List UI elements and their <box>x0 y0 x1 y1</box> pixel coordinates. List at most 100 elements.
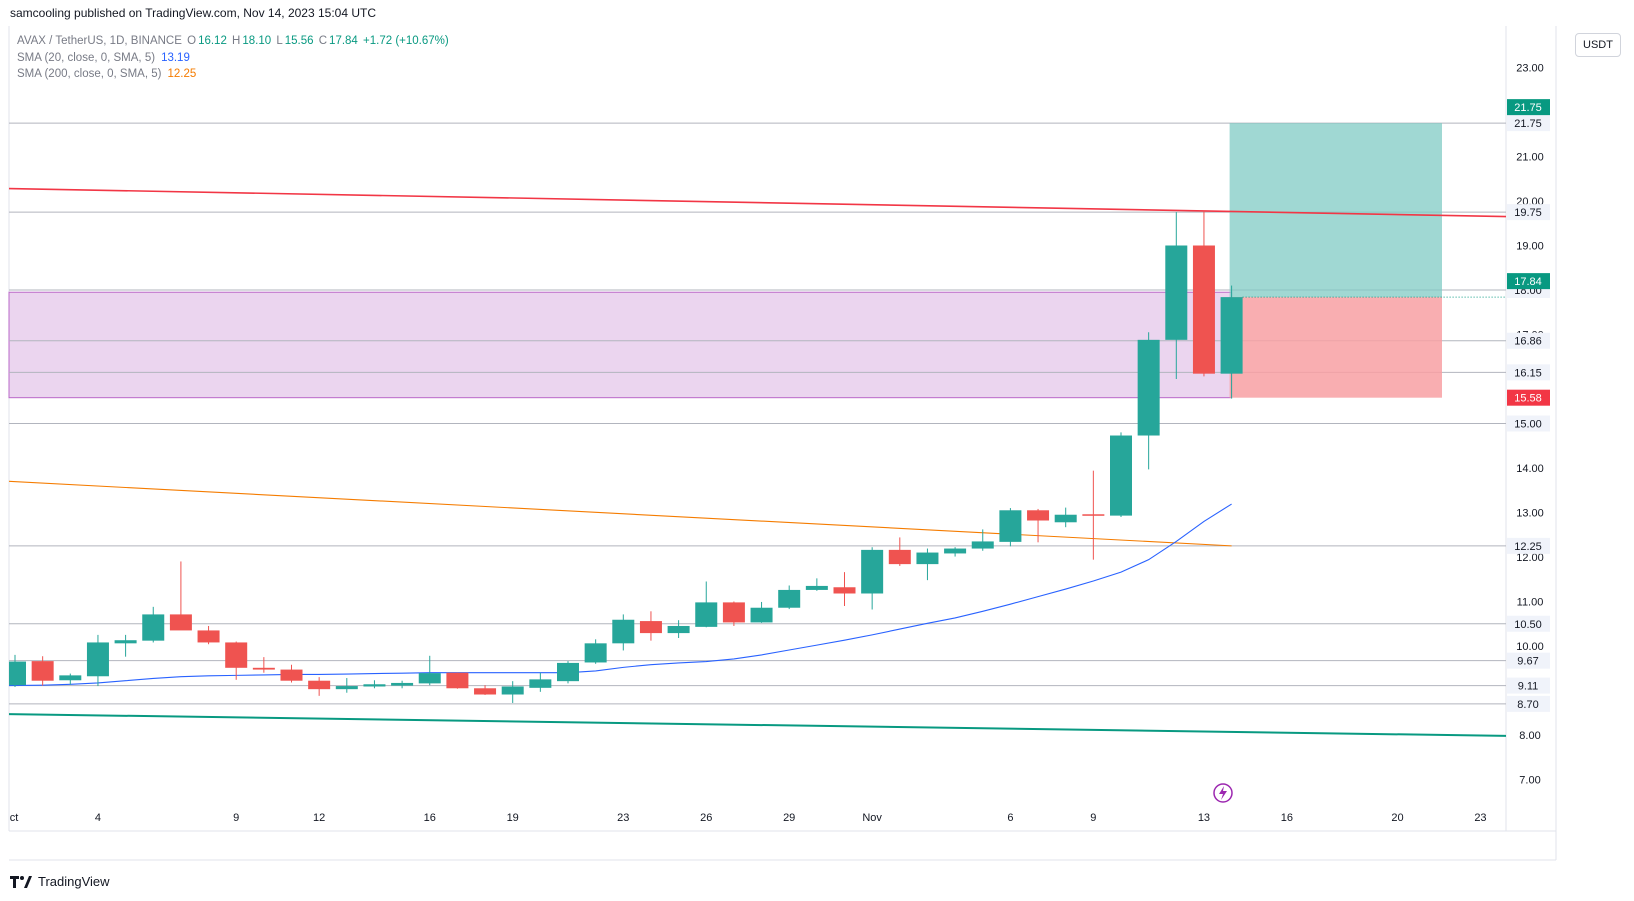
candle-body <box>750 607 773 623</box>
candle <box>1054 507 1077 528</box>
price-badge-stop: 15.58 <box>1507 389 1550 406</box>
legend-close: 17.84 <box>329 35 358 47</box>
x-tick-label: 6 <box>1007 812 1013 824</box>
candle <box>1220 285 1243 399</box>
candle <box>501 681 524 703</box>
candle <box>1110 432 1132 517</box>
level-label-text: 15.00 <box>1514 419 1542 431</box>
candle-body <box>142 614 165 641</box>
candle-body <box>667 625 690 634</box>
candle <box>446 672 469 689</box>
candle-body <box>501 686 524 695</box>
candle <box>971 529 994 551</box>
legend-change: +1.72 (+10.67%) <box>363 35 449 47</box>
x-tick-label: 20 <box>1391 812 1403 824</box>
candle-body <box>197 630 220 643</box>
y-tick-label: 10.00 <box>1516 641 1544 653</box>
level-label-bg <box>1507 677 1550 694</box>
candle-body <box>86 642 109 677</box>
level-label-text: 16.86 <box>1514 336 1542 348</box>
candle-body <box>1165 245 1188 340</box>
candle-body <box>169 614 192 631</box>
y-tick-label: 12.00 <box>1516 552 1544 564</box>
x-tick-label: 23 <box>617 812 629 824</box>
level-label-bg <box>1507 615 1550 632</box>
level-label: 9.11 <box>1507 677 1550 694</box>
candle <box>1137 332 1160 470</box>
candle <box>529 672 552 692</box>
legend-high: 18.10 <box>242 35 272 47</box>
legend-low-label: L <box>276 35 283 47</box>
candle <box>142 606 165 643</box>
level-label: 9.67 <box>1507 652 1550 669</box>
y-tick-label: 23.00 <box>1516 63 1544 75</box>
candle-body <box>944 548 967 554</box>
level-label: 15.00 <box>1507 415 1550 432</box>
y-tick-label: 19.00 <box>1516 241 1544 253</box>
candle <box>308 677 331 696</box>
tradingview-brand[interactable]: TradingView <box>10 874 110 889</box>
y-tick-label: 11.00 <box>1517 597 1544 609</box>
level-label: 16.15 <box>1507 364 1550 381</box>
price-badge-text: 17.84 <box>1514 276 1542 288</box>
candle <box>944 547 967 557</box>
candle <box>612 614 635 651</box>
candle <box>695 581 718 628</box>
candle <box>169 561 192 631</box>
level-label-bg <box>1507 204 1550 221</box>
candle <box>418 655 441 686</box>
level-label-bg <box>1507 415 1550 432</box>
candle <box>1082 470 1105 560</box>
candle-body <box>446 672 469 689</box>
candle-body <box>418 673 441 684</box>
legend-symbol[interactable]: AVAX / TetherUS, 1D, BINANCE <box>17 35 182 47</box>
legend-ohlc-row: AVAX / TetherUS, 1D, BINANCE O 16.12 H 18.… <box>17 33 451 50</box>
candle <box>778 585 801 610</box>
candle-body <box>114 640 137 644</box>
candle <box>999 508 1022 547</box>
resistance-trendline <box>8 187 1507 218</box>
candle <box>114 634 137 657</box>
candle-body <box>363 684 386 687</box>
candle <box>86 634 109 687</box>
candle-body <box>474 688 497 695</box>
legend-open-label: O <box>187 35 197 47</box>
candle-body <box>584 643 607 663</box>
candle-body <box>1054 514 1077 523</box>
x-tick-label: 26 <box>700 812 712 824</box>
tradingview-logo-icon <box>10 875 32 888</box>
position-stop-zone <box>1229 297 1442 398</box>
brand-name: TradingView <box>38 874 110 889</box>
candle-body <box>59 675 82 681</box>
legend-sma200-value: 12.25 <box>167 68 197 80</box>
legend-sma20-row[interactable]: SMA (20, close, 0, SMA, 5) 13.19 <box>17 50 451 67</box>
level-label-bg <box>1507 537 1550 554</box>
legend-sma200-row[interactable]: SMA (200, close, 0, SMA, 5) 12.25 <box>17 66 451 83</box>
candle <box>557 661 579 684</box>
legend-high-label: H <box>232 35 241 47</box>
candle <box>474 685 497 695</box>
candle-body <box>1082 514 1105 516</box>
level-label-text: 16.15 <box>1514 367 1542 379</box>
x-tick-label: 16 <box>424 812 436 824</box>
price-badge-text: 15.58 <box>1514 393 1542 405</box>
candle <box>59 673 82 685</box>
candle-body <box>1192 245 1215 374</box>
candle <box>861 547 884 610</box>
x-tick-label: 13 <box>1198 812 1210 824</box>
candle-body <box>1220 297 1243 374</box>
candle-body <box>280 669 303 681</box>
candle <box>639 611 662 641</box>
candle-body <box>888 549 911 565</box>
candle <box>335 678 358 693</box>
candle <box>722 601 745 626</box>
sma200-line <box>8 480 1232 547</box>
candle <box>1192 210 1215 377</box>
currency-button[interactable]: USDT <box>1575 33 1621 57</box>
level-label: 8.70 <box>1507 695 1550 712</box>
x-tick-label: 23 <box>1474 812 1486 824</box>
level-label-bg <box>1507 364 1550 381</box>
candle <box>805 578 828 591</box>
legend-open: 16.12 <box>198 35 227 47</box>
